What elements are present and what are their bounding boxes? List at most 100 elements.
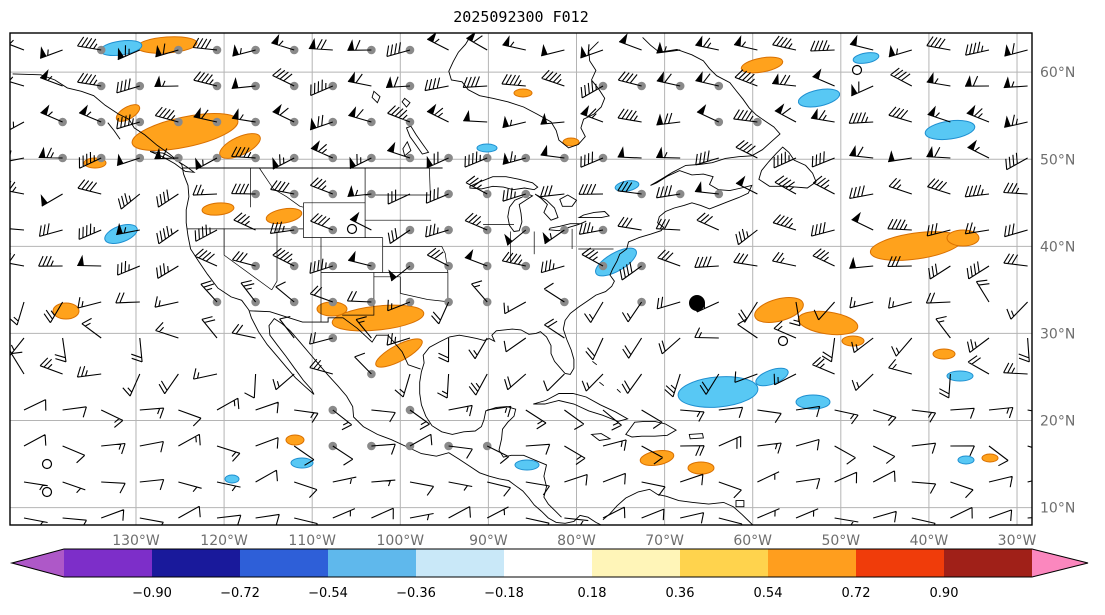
positive-anomaly-region bbox=[375, 338, 423, 368]
lon-tick-labels: 130°W 120°W 110°W 100°W 90°W 80°W 70°W 60°W 50°W… bbox=[112, 533, 1036, 549]
geography bbox=[12, 35, 817, 525]
colorbar bbox=[9, 548, 1089, 578]
filled-black-marker bbox=[689, 295, 705, 311]
lon-tick-label: 30°W bbox=[998, 533, 1037, 549]
colorbar-tick-label: −0.36 bbox=[396, 586, 436, 601]
positive-anomaly-region bbox=[841, 335, 865, 347]
colorbar-segment bbox=[592, 549, 680, 577]
negative-anomaly-region bbox=[476, 143, 498, 153]
lake bbox=[405, 125, 430, 155]
island bbox=[758, 146, 817, 189]
negative-anomaly-region bbox=[614, 180, 640, 192]
negative-anomaly-region bbox=[852, 52, 880, 64]
negative-anomaly-region bbox=[946, 370, 974, 382]
lake bbox=[559, 194, 578, 207]
negative-anomaly-region bbox=[677, 376, 759, 408]
station-dot bbox=[444, 189, 453, 199]
coastline bbox=[107, 122, 121, 140]
positive-anomaly-region bbox=[639, 450, 675, 466]
negative-anomaly-region bbox=[957, 455, 975, 465]
colorbar-tick-label: −0.90 bbox=[132, 586, 172, 601]
colorbar-segment bbox=[64, 549, 152, 577]
lon-tick-label: 60°W bbox=[733, 533, 772, 549]
lat-tick-label: 30°N bbox=[1040, 326, 1075, 342]
lake bbox=[469, 176, 539, 191]
positive-anomaly-region bbox=[687, 461, 715, 475]
coastline bbox=[602, 488, 754, 525]
positive-anomaly-region bbox=[131, 113, 239, 151]
map-frame bbox=[9, 32, 1033, 526]
positive-anomaly-region bbox=[946, 229, 980, 247]
lon-tick-label: 50°W bbox=[821, 533, 860, 549]
colorbar-segment bbox=[768, 549, 856, 577]
lake bbox=[402, 140, 412, 157]
colorbar-segment bbox=[856, 549, 944, 577]
open-circle-marker bbox=[41, 458, 53, 470]
lat-tick-label: 60°N bbox=[1040, 65, 1075, 81]
state-border bbox=[400, 293, 452, 303]
station-dot bbox=[367, 153, 376, 163]
colorbar-tick-labels: −0.90 −0.72 −0.54 −0.36 −0.18 0.18 0.36 0.54 0.7… bbox=[132, 586, 958, 601]
country-border bbox=[249, 310, 421, 370]
lake bbox=[577, 211, 611, 219]
coastline bbox=[419, 37, 781, 518]
positive-anomaly-region bbox=[331, 304, 425, 332]
state-border bbox=[429, 167, 431, 196]
open-circle-marker bbox=[41, 486, 53, 498]
colorbar-left-arrow bbox=[12, 549, 64, 577]
positive-anomaly-region bbox=[201, 202, 235, 216]
negative-anomaly-region bbox=[290, 457, 314, 469]
positive-anomaly-region bbox=[265, 207, 303, 225]
open-circle-marker bbox=[777, 335, 789, 347]
lake bbox=[401, 97, 411, 108]
station-dot bbox=[444, 297, 453, 307]
lon-tick-label: 80°W bbox=[557, 533, 596, 549]
positive-anomaly-region bbox=[754, 297, 804, 323]
lon-tick-label: 40°W bbox=[910, 533, 949, 549]
chart-title: 2025092300 F012 bbox=[453, 8, 589, 26]
colorbar-outline bbox=[9, 548, 1089, 578]
lon-tick-label: 110°W bbox=[288, 533, 336, 549]
positive-anomaly-region bbox=[981, 453, 999, 463]
island bbox=[688, 433, 704, 440]
colorbar-segment bbox=[416, 549, 504, 577]
coastline bbox=[12, 73, 602, 525]
colorbar-segment bbox=[944, 549, 1032, 577]
colorbar-segment bbox=[328, 549, 416, 577]
negative-anomaly-region bbox=[797, 88, 841, 108]
state-border bbox=[259, 167, 304, 208]
lon-tick-label: 100°W bbox=[377, 533, 425, 549]
lat-tick-label: 20°N bbox=[1040, 414, 1075, 430]
positive-anomaly-region bbox=[562, 137, 580, 147]
positive-anomaly-region bbox=[136, 36, 198, 54]
island bbox=[533, 393, 629, 422]
colorbar-tick-label: 0.36 bbox=[666, 586, 695, 601]
lat-tick-label: 10°N bbox=[1040, 501, 1075, 517]
island bbox=[735, 500, 745, 508]
colorbar-tick-label: −0.18 bbox=[484, 586, 524, 601]
station-dots bbox=[58, 45, 762, 451]
station-dot bbox=[444, 153, 453, 163]
station-dot bbox=[444, 261, 453, 271]
coastline bbox=[448, 35, 606, 149]
wind-barb-strokes bbox=[10, 35, 1032, 525]
station-dot bbox=[367, 189, 376, 199]
lon-tick-label: 130°W bbox=[112, 533, 160, 549]
positive-anomaly-region bbox=[932, 348, 956, 360]
grid-lines bbox=[10, 33, 1032, 525]
lake bbox=[371, 90, 381, 104]
lat-tick-labels: 60°N 50°N 40°N 30°N 20°N 10°N bbox=[1040, 65, 1075, 516]
coastline bbox=[592, 360, 598, 366]
colorbar-segment bbox=[680, 549, 768, 577]
station-dot bbox=[367, 117, 376, 127]
colorbar-tick-label: 0.90 bbox=[930, 586, 959, 601]
lake bbox=[507, 193, 534, 232]
open-circle-marker bbox=[851, 64, 863, 76]
colorbar-right-arrow bbox=[1032, 549, 1088, 577]
island bbox=[590, 433, 612, 441]
lat-tick-label: 50°N bbox=[1040, 152, 1075, 168]
positive-anomaly-region bbox=[285, 434, 305, 446]
state-border bbox=[223, 254, 272, 291]
